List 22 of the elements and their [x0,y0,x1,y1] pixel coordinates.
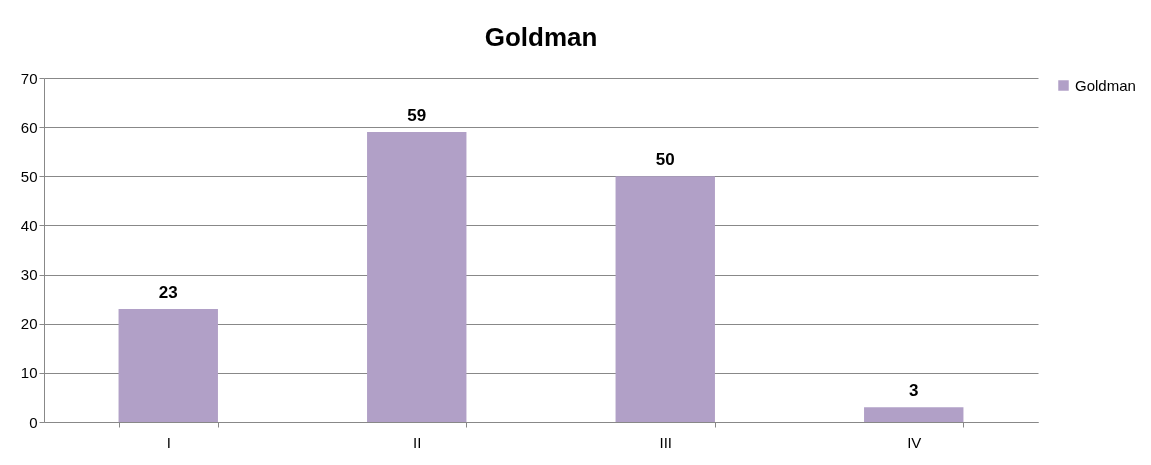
data-label: 3 [909,381,919,401]
data-label: 59 [407,106,427,126]
bar [118,308,218,422]
y-tick-label: 30 [20,266,38,284]
y-tick-label: 10 [20,364,38,382]
bar [864,407,964,422]
y-tick-label: 20 [20,315,38,333]
bar [615,176,715,422]
legend-label: Goldman [1075,76,1136,94]
x-tick-label: I [166,433,171,451]
y-tick-label: 50 [20,167,38,185]
x-tick-label: IV [907,433,922,451]
y-tick-label: 0 [29,413,38,431]
x-tick-label: III [659,433,673,451]
bar [367,132,467,422]
y-tick-label: 70 [20,69,38,87]
data-label: 23 [158,282,178,302]
y-tick-label: 60 [20,118,38,136]
data-label: 50 [655,150,675,170]
chart-title: Goldman [484,22,598,52]
x-tick-label: II [413,433,422,451]
y-tick-label: 40 [20,216,38,234]
